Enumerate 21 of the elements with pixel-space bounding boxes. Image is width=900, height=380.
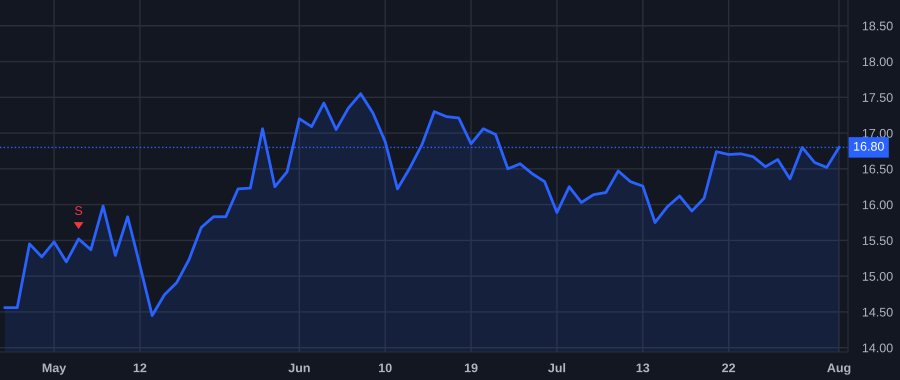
y-tick-label: 18.00	[862, 57, 893, 66]
x-tick-label: 13	[636, 363, 650, 372]
y-tick-label: 18.50	[862, 22, 893, 30]
annotation: S	[74, 206, 82, 216]
y-tick-label: 17.00	[862, 128, 893, 138]
x-tick-label: 19	[464, 363, 478, 372]
y-tick-label: 14.00	[862, 344, 893, 352]
y-tick-label: 17.50	[862, 93, 893, 102]
ref-line-label: 16.80	[854, 142, 884, 151]
x-tick-label: 12	[134, 363, 146, 372]
y-tick-label: 15.00	[862, 272, 893, 281]
x-tick-label: 10	[379, 363, 392, 372]
x-tick-label: Jun	[288, 364, 310, 372]
y-tick-label: 15.50	[862, 236, 893, 246]
x-tick-label: Jul	[548, 363, 566, 372]
y-tick-label: 16.00	[862, 200, 893, 210]
x-tick-label: 22	[722, 363, 736, 372]
y-tick-label: 14.50	[862, 308, 893, 317]
y-tick-label: 16.50	[862, 164, 893, 174]
x-tick-label: May	[42, 364, 66, 375]
x-tick-label: Aug	[827, 364, 850, 375]
